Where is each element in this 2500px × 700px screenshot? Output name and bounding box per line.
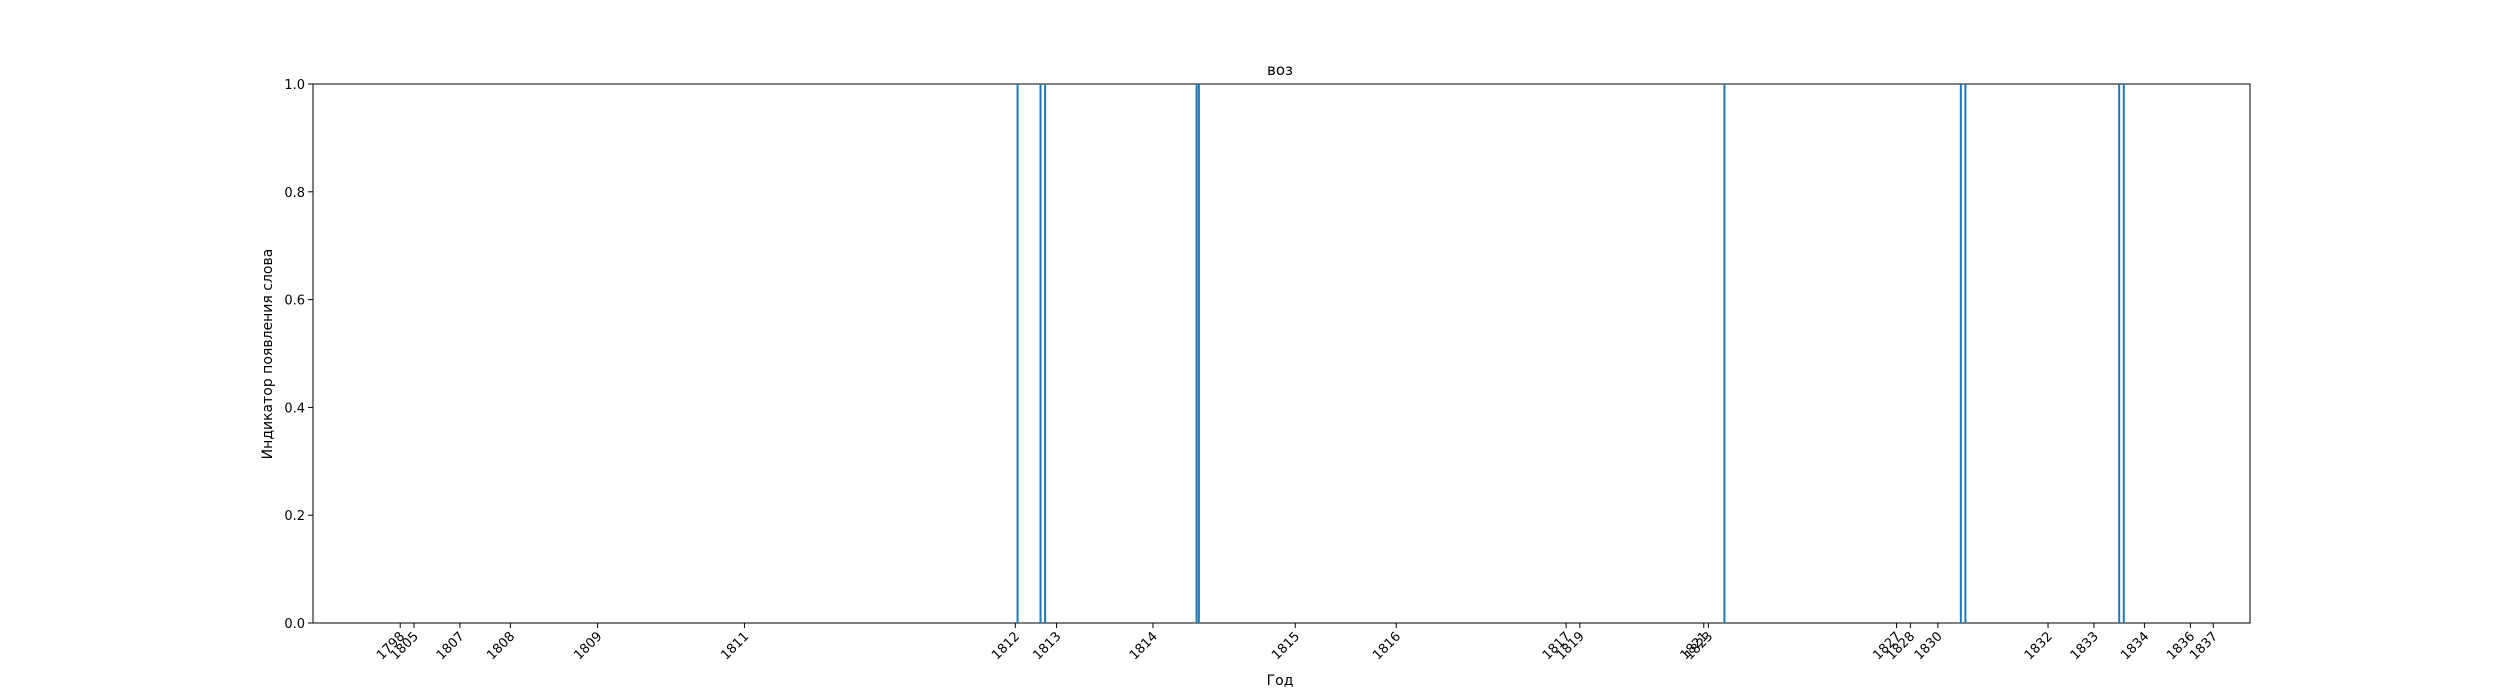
plot-frame (312, 83, 2251, 624)
x-tick-label: 1823 (1682, 629, 1716, 663)
x-tick-label: 1832 (2022, 629, 2056, 663)
x-tick-label: 1809 (571, 629, 605, 663)
y-tick-label: 0.4 (284, 401, 305, 416)
x-tick-label: 1816 (1370, 629, 1404, 663)
bar-series (1016, 84, 2125, 623)
x-tick-label: 1834 (2118, 629, 2152, 663)
x-tick-label: 1807 (434, 629, 468, 663)
y-tick-label: 0.8 (284, 186, 305, 201)
x-tick-label: 1830 (1912, 629, 1946, 663)
x-tick-label: 1813 (1030, 629, 1064, 663)
x-tick-label: 1814 (1127, 629, 1161, 663)
y-tick-label: 0.0 (284, 617, 305, 632)
y-tick-label: 1.0 (284, 78, 305, 93)
y-tick-label: 0.2 (284, 509, 305, 524)
x-tick-label: 1811 (718, 629, 752, 663)
x-axis-label: Год (1267, 673, 1294, 689)
y-axis: 0.0 0.2 0.4 0.6 0.8 1.0 (284, 78, 313, 632)
chart-title: воз (1267, 61, 1293, 79)
plot-area (312, 83, 2251, 624)
x-tick-label: 1808 (484, 629, 518, 663)
x-tick-label: 1833 (2068, 629, 2102, 663)
y-axis-label: Индикатор появления слова (260, 249, 276, 460)
x-tick-label: 1815 (1269, 629, 1303, 663)
y-tick-label: 0.6 (284, 294, 305, 309)
x-tick-label: 1812 (989, 629, 1023, 663)
